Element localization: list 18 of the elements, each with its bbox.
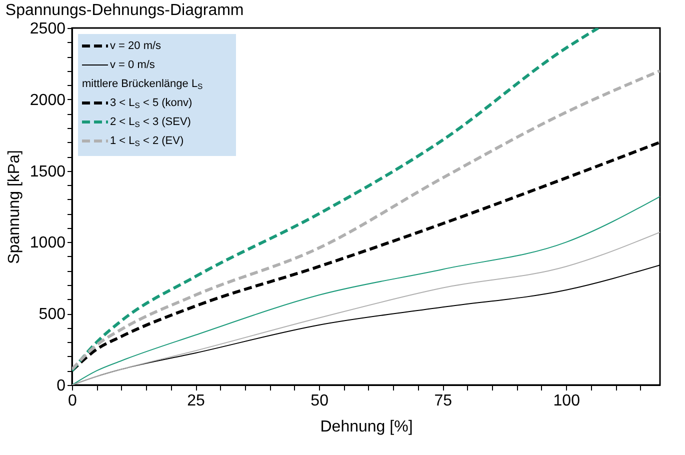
- y-tick-label: 2500: [30, 20, 66, 38]
- y-tick-label: 1000: [30, 234, 66, 252]
- x-tick-label: 75: [434, 392, 452, 410]
- annotation: v = 0 m/s: [110, 59, 156, 71]
- y-tick-label: 2000: [30, 92, 66, 109]
- x-tick-label: 100: [553, 392, 580, 410]
- x-tick-label: 0: [68, 392, 78, 410]
- line-series: [72, 69, 660, 371]
- x-tick-label: 50: [310, 392, 329, 410]
- annotation: v = 20 m/s: [110, 40, 162, 52]
- x-tick-label: 25: [187, 392, 206, 410]
- y-tick-label: 0: [56, 378, 66, 394]
- y-axis-title: Spannung [kPa]: [6, 150, 23, 264]
- line-series: [72, 28, 600, 372]
- y-tick-label: 500: [38, 306, 66, 324]
- x-axis-title: Dehnung [%]: [320, 418, 413, 436]
- chart-title: Spannungs-Dehnungs-Diagramm: [5, 2, 244, 19]
- y-tick-label: 1500: [30, 163, 66, 180]
